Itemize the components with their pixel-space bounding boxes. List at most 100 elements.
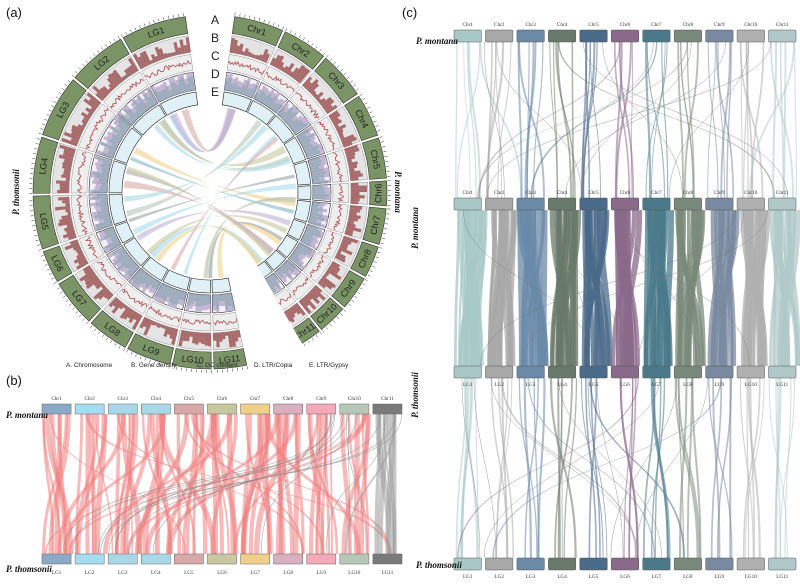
gene-density-bar [86, 92, 101, 105]
species-thomsonii-label-a: P. thomsonii [11, 169, 21, 215]
gene-density-bar [90, 106, 96, 113]
gene-density-bar [345, 228, 354, 234]
copia-bar [289, 255, 303, 268]
synteny-band [123, 414, 135, 554]
cross-link [531, 41, 654, 199]
synteny-band [524, 378, 539, 558]
cross-link [580, 41, 692, 199]
copia-bar [321, 208, 328, 213]
synteny-band [616, 210, 625, 366]
tick-mark [333, 320, 336, 323]
copia-bar [292, 251, 300, 258]
gene-density-bar [87, 112, 93, 117]
chr-bar [673, 365, 702, 379]
copia-bar [150, 85, 156, 92]
synteny-band [726, 42, 732, 198]
gene-density-bar [349, 170, 361, 175]
copia-bar [284, 106, 290, 113]
gene-density-bar [82, 265, 92, 272]
tick-mark [350, 80, 353, 83]
gene-density-bar [292, 64, 305, 80]
chr-label: Chr7 [250, 396, 261, 402]
copia-bar [193, 293, 198, 302]
gene-density-bar [334, 124, 340, 129]
gene-density-bar [150, 53, 157, 63]
copia-bar [277, 106, 286, 116]
copia-bar [96, 193, 108, 197]
synteny-band [561, 378, 563, 558]
chr-label: Chr8 [683, 190, 694, 196]
gene-density-bar [124, 68, 131, 77]
copia-bar [94, 186, 100, 190]
gene-density-bar [314, 91, 324, 100]
gene-density-bar [59, 183, 70, 188]
copia-bar [91, 211, 98, 216]
lg-bar-bottom [74, 553, 105, 565]
copia-bar [94, 212, 110, 219]
synteny-band [585, 210, 610, 366]
synteny-band [524, 210, 534, 366]
gc-content-track [317, 230, 343, 259]
lg-label: LG1 [52, 570, 62, 576]
gc-content-line [292, 276, 309, 296]
cross-link [348, 413, 351, 555]
copia-bar [113, 253, 129, 266]
copia-bar [133, 106, 143, 116]
gene-density-bar [313, 285, 323, 294]
copia-bar [323, 167, 330, 172]
tick-mark [101, 334, 105, 338]
synteny-band [613, 42, 631, 198]
tick-mark [323, 52, 326, 55]
copia-bar [142, 92, 154, 108]
copia-bar [114, 125, 121, 131]
copia-bar [96, 168, 103, 173]
copia-bar [234, 85, 240, 93]
lg-label: LG8 [283, 570, 293, 576]
chr-bar [516, 197, 545, 211]
cross-link [520, 209, 768, 367]
gene-density-bar [173, 41, 180, 56]
tick-mark [384, 228, 388, 230]
copia-bar [107, 151, 115, 157]
copia-bar [300, 253, 306, 259]
copia-bar [310, 244, 317, 250]
copia-bar [286, 118, 294, 126]
copia-bar [307, 224, 319, 231]
synteny-band [57, 414, 126, 554]
tick-mark [82, 318, 85, 321]
gene-density-bar [108, 297, 119, 308]
gene-density-bar [346, 155, 356, 161]
synteny-band [307, 414, 339, 554]
species-montana-label-a: P. montana [393, 171, 403, 213]
copia-bar [90, 202, 96, 207]
ring-gap [249, 264, 307, 356]
cross-link [610, 377, 678, 559]
tick-mark [101, 47, 104, 50]
gene-density-bar [341, 136, 357, 145]
cross-link [616, 209, 750, 367]
copia-bar [131, 98, 135, 102]
gc-content-line [85, 107, 109, 150]
copia-bar [111, 133, 122, 142]
copia-bar [310, 212, 324, 218]
copia-bar [178, 78, 185, 93]
lg-bar-bottom [174, 553, 204, 565]
gene-density-bar [77, 250, 83, 256]
copia-bar [311, 249, 316, 255]
gc-content-line [76, 194, 88, 235]
chromosome-label: Chr5 [369, 149, 383, 170]
gene-density-bar [110, 72, 122, 85]
gypsy-track [267, 115, 295, 144]
cross-link [260, 413, 327, 555]
gene-density-bar [323, 273, 328, 278]
copia-bar [135, 98, 141, 105]
synteny-band [740, 42, 743, 198]
copia-bar [110, 126, 125, 137]
tick-mark [67, 79, 71, 83]
gc-content-line [182, 318, 212, 325]
chr-label: LG3 [526, 574, 536, 580]
tick-mark [40, 128, 44, 130]
copia-bar [99, 163, 111, 169]
gene-density-bar [169, 52, 174, 57]
synteny-band [321, 414, 328, 554]
